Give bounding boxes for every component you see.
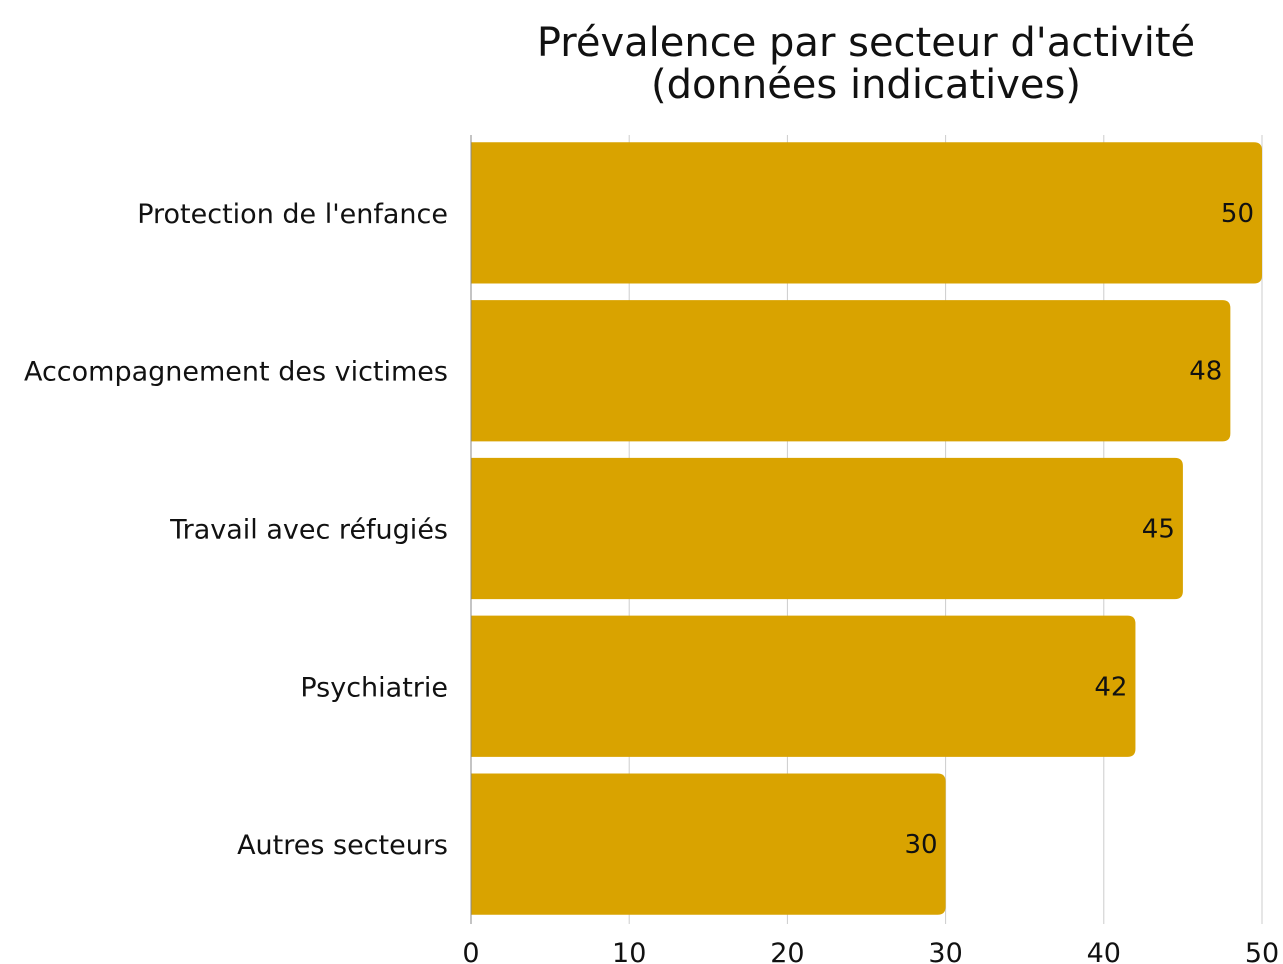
x-tick-label-50: 50 (1245, 938, 1279, 964)
x-tick-label-30: 30 (928, 938, 962, 964)
bar-2 (471, 300, 1231, 442)
bars: 50 48 45 42 30 (471, 142, 1262, 915)
bar-5 (471, 773, 946, 915)
bar-value-label-4: 42 (1094, 672, 1127, 702)
bar-value-label-5: 30 (905, 830, 938, 860)
bar-value-label-1: 50 (1221, 199, 1254, 229)
category-label-5: Autres secteurs (237, 830, 448, 861)
chart-title-line-2: (données indicatives) (651, 62, 1081, 108)
bar-3 (471, 457, 1183, 600)
axes: 0 10 20 30 40 50 Protection de l'enfance Accomp… (24, 135, 1279, 964)
x-tick-label-40: 40 (1087, 938, 1121, 964)
category-label-3: Travail avec réfugiés (169, 515, 448, 546)
category-label-1: Protection de l'enfance (137, 199, 448, 230)
x-tick-label-20: 20 (770, 938, 804, 964)
chart-title: Prévalence par secteur d'activité (donné… (537, 20, 1195, 108)
x-tick-label-0: 0 (462, 938, 479, 964)
category-label-4: Psychiatrie (300, 672, 448, 703)
bar-value-label-3: 45 (1142, 515, 1175, 545)
category-label-2: Accompagnement des victimes (24, 357, 448, 388)
bar-value-label-2: 48 (1189, 357, 1222, 387)
x-tick-label-10: 10 (612, 938, 646, 964)
chart-title-line-1: Prévalence par secteur d'activité (537, 20, 1195, 66)
bar-1 (471, 142, 1262, 284)
bar-4 (471, 615, 1136, 757)
